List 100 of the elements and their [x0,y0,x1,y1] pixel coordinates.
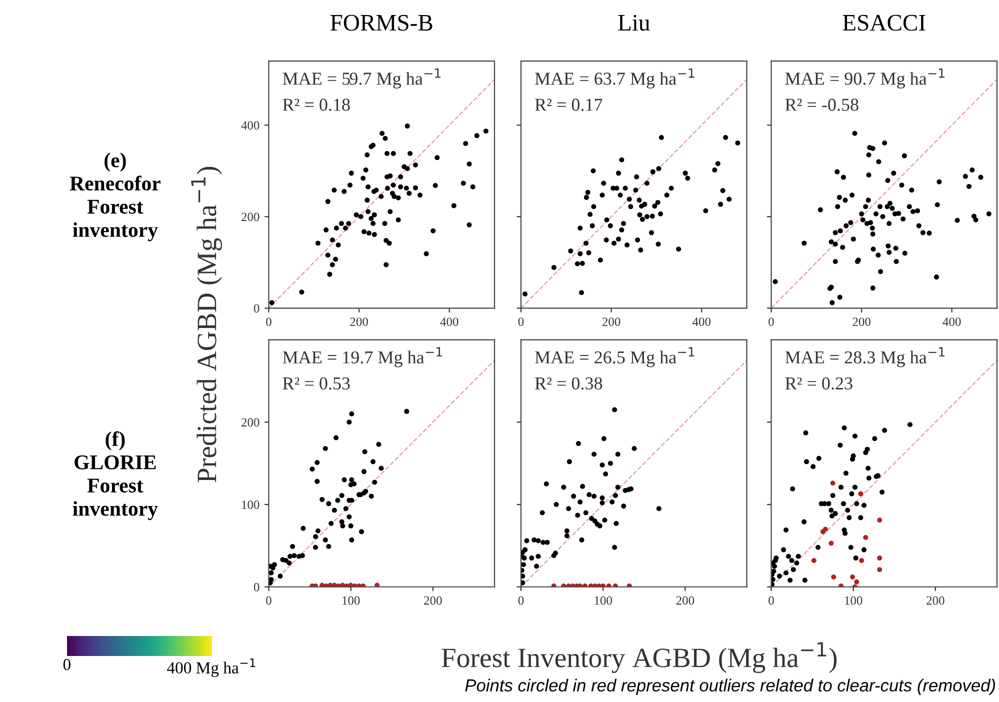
point [859,558,864,564]
color-bar-label: 0 [63,658,70,670]
point [830,480,836,486]
point [561,484,566,490]
point [601,436,606,442]
point [854,579,860,584]
point [610,500,615,505]
point [612,492,618,498]
point [372,480,378,485]
point [328,520,334,526]
annotation: MAE = 26.5 Mg ha$^{−1}$ [535,347,694,368]
chart-title: ESACCI [842,14,926,31]
point [313,544,318,550]
point [583,510,588,516]
x-tick-label: 0 [768,318,774,326]
point [579,537,584,542]
point [554,502,559,508]
point [822,526,828,532]
point [529,556,534,561]
annotation: MAE = 28.3 Mg ha$^{−1}$ [785,347,944,368]
y-tick-label: 0 [254,304,260,313]
point [850,574,856,580]
point [322,537,328,542]
point [313,534,318,540]
chart-title: Liu [618,14,650,31]
x-tick-label: 400 [942,318,961,326]
point [615,452,620,457]
x-tick-label: 0 [518,318,524,326]
point [343,506,348,512]
point [614,520,619,526]
point [575,512,580,518]
point [811,558,816,564]
annotation: R² = 0.53 [282,377,350,390]
point [592,494,597,499]
point [828,540,834,546]
point [335,498,340,503]
x-tick-label: 400 [692,318,710,326]
point [361,469,366,474]
point [349,477,354,482]
point [368,494,374,499]
annotation: R² = 0.38 [535,377,602,390]
point [378,466,384,471]
point [349,537,354,542]
point [339,492,344,498]
point [288,554,293,559]
point [320,497,325,502]
point [290,544,296,550]
point [580,484,586,489]
y-tick-label: 200 [242,418,260,427]
x-tick-label: 0 [768,596,774,605]
point [283,558,288,564]
point [524,538,530,544]
point [540,510,545,516]
annotation: R² = 0.17 [535,98,602,111]
point [342,477,347,482]
x-tick-label: 200 [676,596,694,605]
annotation: MAE = 59.7 Mg ha$^{−1}$ [282,68,441,89]
point [315,528,320,534]
point [603,472,608,477]
point [322,446,328,451]
point [600,495,605,500]
point [656,506,662,512]
y-tick-label: 200 [242,212,260,222]
point [858,491,864,496]
x-tick-label: 200 [852,318,870,326]
point [600,462,605,468]
x-tick-label: 100 [342,596,360,605]
point [578,500,583,505]
point [370,459,376,464]
point [615,484,620,490]
point [564,533,570,538]
point [877,518,882,523]
point [362,449,368,454]
point [632,446,637,451]
point [564,528,570,534]
point [589,516,594,522]
point [349,411,354,416]
annotation: MAE = 19.7 Mg ha$^{−1}$ [282,347,442,368]
x-tick-label: 100 [845,596,862,605]
point [566,459,572,464]
point [278,574,283,579]
x-tick-label: 200 [926,596,944,605]
point [534,564,540,569]
point [576,441,581,446]
point [592,518,598,524]
text: (f) GLORIE Forest inventory [72,431,158,520]
point [566,506,572,512]
y-axis-title: Predicted AGBD (Mg ha$^{−1}$) [191,166,222,482]
point [536,554,541,559]
point [374,582,380,587]
point [592,452,597,457]
x-tick-label: 200 [602,318,620,326]
point [286,560,292,566]
point [326,501,332,506]
y-tick-label: 400 [241,121,260,130]
annotation: R² = 0.23 [785,377,852,390]
point [831,574,836,580]
point [359,529,364,534]
text: (e) Renecofor Forest inventory [70,152,160,242]
x-tick-label: 200 [350,318,368,326]
